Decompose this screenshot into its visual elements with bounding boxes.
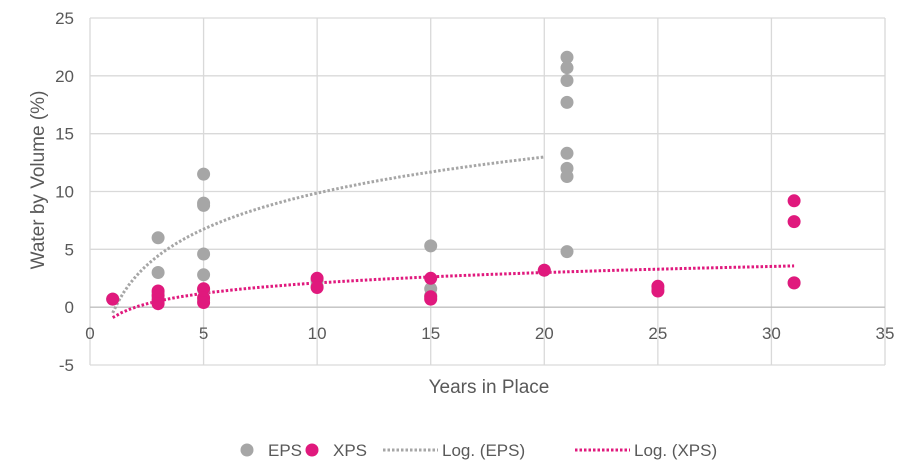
eps-point [560, 95, 574, 109]
data-points [106, 50, 801, 311]
xps-point [787, 215, 801, 229]
legend: EPS XPS Log. (EPS) Log. (XPS) [240, 441, 717, 460]
xps-point [197, 296, 211, 309]
legend-marker-eps [240, 443, 254, 457]
x-tick-label: 15 [421, 324, 440, 343]
y-tick-label: -5 [59, 356, 74, 375]
legend-marker-xps [305, 443, 319, 457]
trendline-log-eps [111, 155, 545, 314]
y-tick-label: 5 [65, 240, 74, 259]
xps-point [151, 297, 165, 311]
y-tick-label: 15 [55, 125, 74, 144]
eps-point [560, 146, 574, 160]
x-tick-label: 30 [762, 324, 781, 343]
eps-point [560, 61, 574, 75]
eps-point [197, 167, 211, 181]
eps-point [560, 170, 574, 183]
eps-point [560, 245, 574, 259]
eps-point [151, 231, 165, 245]
y-tick-label: 10 [55, 183, 74, 202]
legend-label-log-xps: Log. (XPS) [634, 441, 717, 460]
x-tick-label: 0 [85, 324, 94, 343]
xps-point [106, 292, 120, 306]
xps-point [787, 194, 801, 208]
y-tick-label: 20 [55, 67, 74, 86]
y-tick-label: 25 [55, 9, 74, 28]
tick-labels: 0 5 10 15 20 25 30 35 -5 0 5 10 15 20 25 [55, 9, 894, 375]
eps-point [560, 74, 574, 87]
x-tick-label: 25 [648, 324, 667, 343]
legend-label-log-eps: Log. (EPS) [442, 441, 525, 460]
xps-point [424, 271, 438, 285]
gridlines [89, 17, 886, 366]
x-tick-label: 5 [199, 324, 208, 343]
eps-point [424, 239, 438, 253]
xps-point [651, 284, 665, 298]
y-tick-label: 0 [65, 298, 74, 317]
x-tick-label: 10 [308, 324, 327, 343]
x-axis-title: Years in Place [429, 377, 550, 398]
legend-label-eps: EPS [268, 441, 302, 460]
eps-point [151, 266, 165, 279]
trendlines [111, 155, 795, 319]
y-axis-title: Water by Volume (%) [28, 91, 49, 270]
eps-point [560, 50, 574, 64]
xps-point [537, 263, 551, 277]
eps-point [197, 268, 211, 282]
xps-point [197, 282, 211, 296]
legend-label-xps: XPS [333, 441, 367, 460]
xps-point [424, 292, 438, 306]
xps-point [310, 271, 324, 285]
eps-point [197, 198, 211, 212]
trendline-log-xps [111, 264, 795, 319]
eps-point [197, 247, 211, 261]
x-tick-label: 35 [876, 324, 895, 343]
xps-point [310, 281, 324, 294]
xps-point [787, 276, 801, 290]
x-tick-label: 20 [535, 324, 554, 343]
